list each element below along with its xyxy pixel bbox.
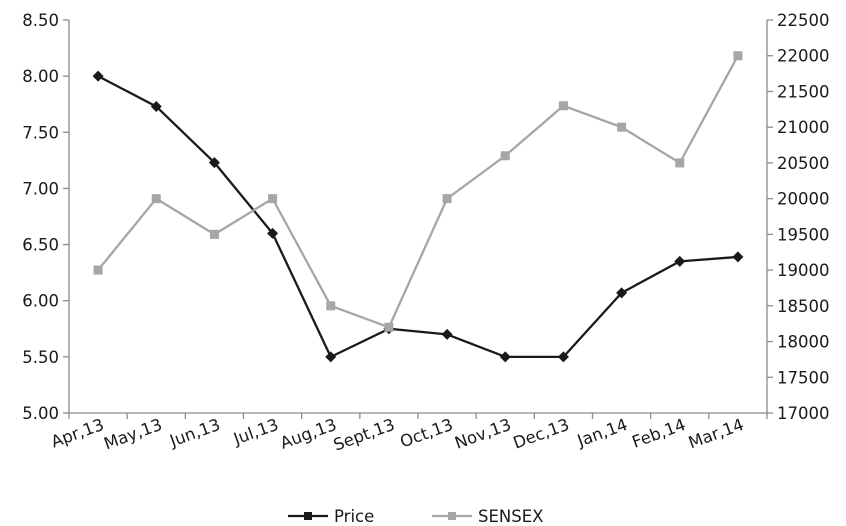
right-y-tick-label: 18500 [777, 297, 830, 316]
right-y-tick-label: 18000 [777, 333, 830, 352]
right-y-axis-ticks: 17000 17500 18000 18500 19000 19500 20000 20500… [767, 11, 830, 423]
left-y-tick-label: 7.00 [22, 179, 59, 198]
data-point-price [441, 328, 453, 340]
x-tick-label: Aug,13 [278, 415, 339, 453]
right-y-tick-label: 22000 [777, 47, 830, 66]
x-tick-label: Feb,14 [629, 415, 688, 452]
legend: Price SENSEX [288, 507, 543, 526]
right-y-tick-label: 17000 [777, 404, 830, 423]
data-point-sensex [93, 265, 103, 275]
series-line-price [97, 75, 739, 359]
right-y-tick-label: 21500 [777, 82, 830, 101]
legend-swatch-marker [304, 512, 312, 520]
right-y-tick-label: 22500 [777, 11, 830, 30]
x-tick-label: Sept,13 [331, 415, 397, 455]
left-y-tick-label: 8.00 [22, 67, 59, 86]
data-point-price [150, 100, 162, 112]
right-y-tick-label: 17500 [777, 368, 830, 387]
left-y-tick-label: 6.50 [22, 236, 59, 255]
x-tick-label: Jun,13 [166, 415, 222, 451]
data-point-sensex [558, 101, 568, 111]
legend-label: SENSEX [478, 507, 543, 526]
right-y-tick-label: 19500 [777, 225, 830, 244]
x-tick-label: Mar,14 [686, 415, 746, 452]
data-point-price [616, 287, 628, 299]
left-y-tick-label: 6.00 [22, 292, 59, 311]
data-point-price [674, 255, 686, 267]
data-point-sensex [675, 158, 685, 168]
data-point-sensex [268, 194, 278, 204]
x-tick-label: May,13 [101, 415, 164, 453]
left-y-tick-label: 5.50 [22, 348, 59, 367]
right-y-tick-label: 21000 [777, 118, 830, 137]
left-y-tick-label: 8.50 [22, 11, 59, 30]
legend-item-sensex: SENSEX [432, 507, 543, 526]
x-tick-label: Jan,14 [574, 415, 630, 451]
data-point-sensex [151, 194, 161, 204]
data-point-price [208, 157, 220, 169]
x-tick-label: Nov,13 [452, 415, 513, 453]
legend-label: Price [334, 507, 374, 526]
data-point-sensex [733, 51, 743, 61]
legend-swatch-marker [448, 512, 456, 520]
series-price [92, 70, 744, 363]
data-point-price [92, 70, 104, 82]
data-point-sensex [209, 229, 219, 239]
left-y-tick-label: 5.00 [22, 404, 59, 423]
left-y-axis-ticks: 5.00 5.50 6.00 6.50 7.00 7.50 8.00 8.50 [22, 11, 69, 423]
x-tick-label: Dec,13 [511, 415, 572, 453]
data-point-price [499, 351, 511, 363]
data-point-price [557, 351, 569, 363]
data-point-sensex [384, 322, 394, 332]
data-point-price [267, 227, 279, 239]
x-tick-label: Jul,13 [230, 415, 281, 449]
x-tick-label: Oct,13 [397, 415, 455, 452]
series-layer [92, 51, 744, 363]
right-y-tick-label: 19000 [777, 261, 830, 280]
data-point-sensex [500, 151, 510, 161]
legend-item-price: Price [288, 507, 374, 526]
right-y-tick-label: 20000 [777, 190, 830, 209]
data-point-price [325, 351, 337, 363]
data-point-sensex [442, 194, 452, 204]
series-sensex [93, 51, 743, 332]
series-line-sensex [97, 55, 739, 329]
data-point-sensex [617, 122, 627, 132]
left-y-tick-label: 7.50 [22, 123, 59, 142]
right-y-tick-label: 20500 [777, 154, 830, 173]
data-point-price [732, 251, 744, 263]
data-point-sensex [326, 301, 336, 311]
